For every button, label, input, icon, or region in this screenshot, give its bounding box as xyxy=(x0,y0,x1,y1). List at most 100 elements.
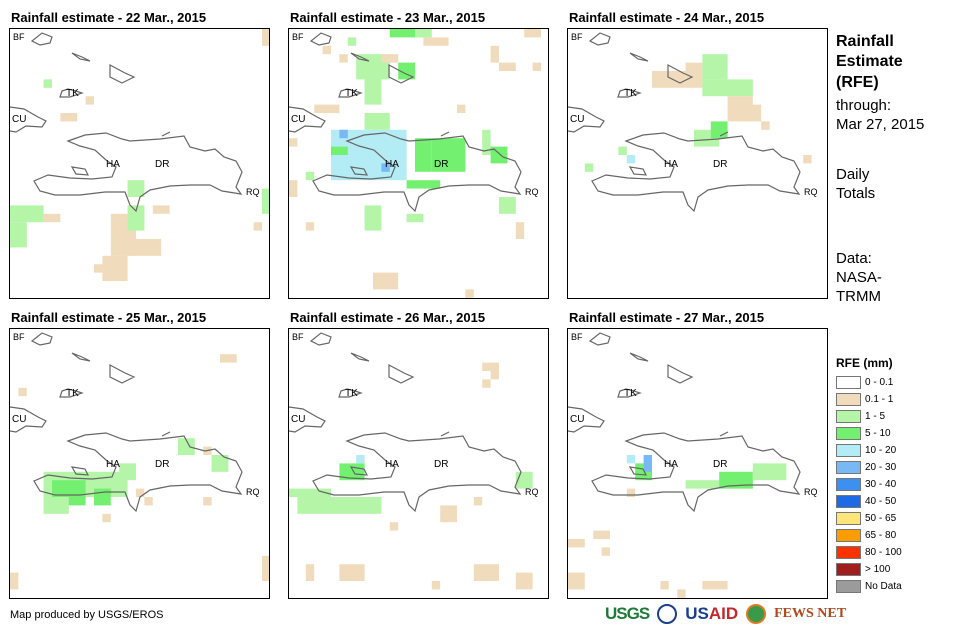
legend-label: 30 - 40 xyxy=(865,479,897,490)
usaid-logo: USAID xyxy=(685,604,739,623)
rainfall-cell xyxy=(515,222,525,239)
legend-item: > 100 xyxy=(836,561,902,578)
rainfall-cell xyxy=(305,222,315,231)
legend-label: 0.1 - 1 xyxy=(865,394,894,405)
rainfall-cell xyxy=(643,455,652,472)
country-label-tk: TK xyxy=(624,388,637,399)
legend-label: 10 - 20 xyxy=(865,445,897,456)
rainfall-cell xyxy=(339,129,348,139)
rainfall-cell xyxy=(262,29,269,46)
rainfall-cell xyxy=(677,589,686,598)
country-label-cu: CU xyxy=(291,414,305,425)
legend-heading-3: (RFE) xyxy=(836,74,879,91)
panel-title: Rainfall estimate - 26 Mar., 2015 xyxy=(290,310,486,325)
data-source-1: NASA- xyxy=(836,269,882,286)
coastline xyxy=(568,332,801,513)
rainfall-cell xyxy=(339,564,365,581)
country-label-dr: DR xyxy=(155,459,169,470)
rainfall-cell xyxy=(364,113,390,130)
rainfall-cell xyxy=(626,455,636,464)
country-label-tk: TK xyxy=(66,388,79,399)
rainfall-cell xyxy=(568,572,585,590)
rainfall-cell xyxy=(144,497,153,506)
rainfall-cell xyxy=(584,163,594,172)
legend-label: 50 - 65 xyxy=(865,513,897,524)
legend-swatch xyxy=(836,512,861,525)
rainfall-cell xyxy=(652,71,686,88)
country-label-rq: RQ xyxy=(525,187,539,197)
rainfall-cell xyxy=(618,146,627,155)
rainfall-cell xyxy=(262,188,269,214)
rainfall-cell xyxy=(152,205,170,214)
legend-item: 20 - 30 xyxy=(836,459,902,476)
map-svg: BF TK CU HA DR RQ xyxy=(568,332,818,598)
rainfall-cell xyxy=(314,104,340,113)
rainfall-cell xyxy=(136,488,145,497)
rainfall-cell xyxy=(482,379,491,388)
coastline xyxy=(568,32,801,213)
rainfall-cell xyxy=(415,29,432,38)
rainfall-cell xyxy=(626,488,636,497)
rainfall-cell xyxy=(10,205,44,223)
country-label-ha: HA xyxy=(664,159,678,170)
country-label-ha: HA xyxy=(106,459,120,470)
rainfall-cell xyxy=(10,572,19,590)
rainfall-cell xyxy=(43,213,61,223)
rainfall-cell xyxy=(60,113,78,122)
rainfall-map-panel: BF TK CU HA DR RQ xyxy=(288,28,549,299)
rainfall-cell xyxy=(568,539,585,548)
panel-title: Rainfall estimate - 25 Mar., 2015 xyxy=(11,310,207,325)
rainfall-cell xyxy=(415,138,432,172)
legend-label: 0 - 0.1 xyxy=(865,377,894,388)
credit-text: Map produced by USGS/EROS xyxy=(10,609,164,621)
country-label-cu: CU xyxy=(570,414,584,425)
legend-swatch xyxy=(836,376,861,389)
totals-label: Totals xyxy=(836,185,876,202)
rainfall-cell xyxy=(364,205,382,231)
rainfall-map-panel: BF TK CU HA DR RQ xyxy=(9,328,270,599)
rainfall-cell xyxy=(499,197,516,214)
rainfall-cell xyxy=(431,581,441,590)
rainfall-cell xyxy=(490,45,499,63)
rainfall-cell xyxy=(43,497,69,514)
rainfall-cell xyxy=(18,387,27,397)
legend-label: > 100 xyxy=(865,564,891,575)
through-date: Mar 27, 2015 xyxy=(836,116,925,133)
rainfall-cell xyxy=(289,180,298,197)
rainfall-cell xyxy=(490,371,499,380)
country-label-ha: HA xyxy=(106,159,120,170)
country-label-rq: RQ xyxy=(246,487,260,497)
rainfall-cell xyxy=(465,289,474,298)
legend-swatch xyxy=(836,563,861,576)
panel-title: Rainfall estimate - 27 Mar., 2015 xyxy=(569,310,765,325)
country-label-dr: DR xyxy=(713,459,727,470)
panel-title: Rainfall estimate - 23 Mar., 2015 xyxy=(290,10,486,25)
rainfall-cell xyxy=(43,79,52,88)
rainfall-cell xyxy=(702,581,728,590)
country-label-ha: HA xyxy=(385,459,399,470)
rainfall-cell xyxy=(381,54,399,63)
legend-swatch xyxy=(836,393,861,406)
rainfall-cell xyxy=(305,564,315,581)
rainfall-cell xyxy=(702,79,753,97)
rainfall-cell xyxy=(803,155,812,164)
country-label-ha: HA xyxy=(385,159,399,170)
country-label-bf: BF xyxy=(571,332,583,342)
rainfall-cell xyxy=(593,530,610,539)
rainfall-map-panel: BF TK CU HA DR RQ xyxy=(567,328,828,599)
legend-item: 80 - 100 xyxy=(836,544,902,561)
rainfall-cell xyxy=(289,138,298,147)
rainfall-cell xyxy=(94,488,111,506)
rainfall-cell xyxy=(94,264,103,273)
rainfall-cell xyxy=(482,362,499,371)
rainfall-map-panel: BF TK CU HA DR RQ xyxy=(9,28,270,299)
rainfall-cell xyxy=(356,455,365,464)
rainfall-cell xyxy=(119,239,162,256)
coastline xyxy=(289,332,522,513)
rainfall-map-panel: BF TK CU HA DR RQ xyxy=(567,28,828,299)
rainfall-cell xyxy=(297,497,382,514)
legend-item: 50 - 65 xyxy=(836,510,902,527)
legend-swatch xyxy=(836,461,861,474)
legend-item: 5 - 10 xyxy=(836,425,902,442)
